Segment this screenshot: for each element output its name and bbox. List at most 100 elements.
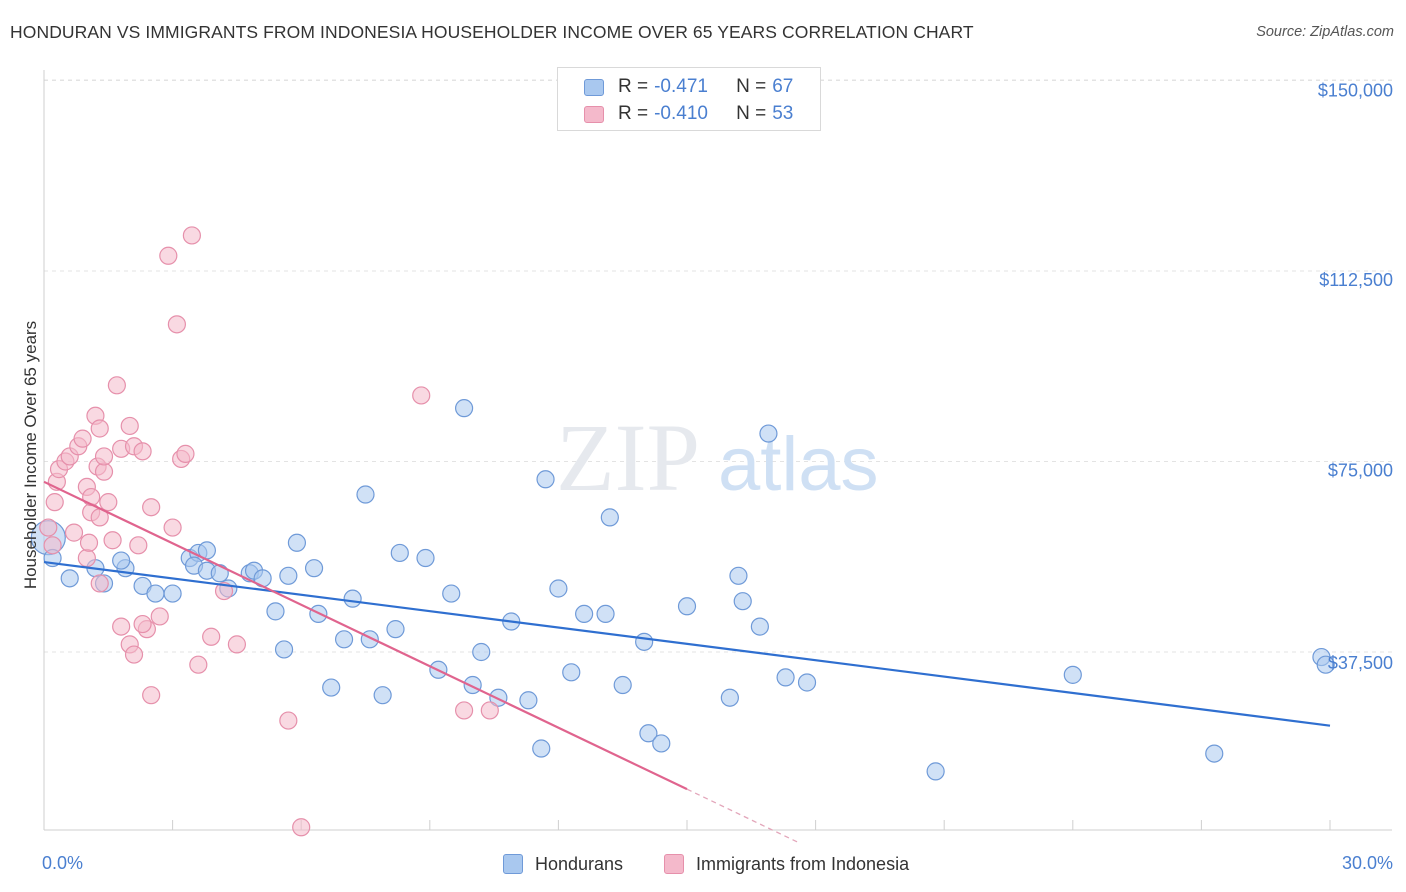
data-point	[60, 569, 79, 588]
x-tick-label-max: 30.0%	[1342, 853, 1393, 873]
data-point	[639, 724, 658, 743]
data-point	[142, 686, 161, 705]
data-point	[729, 566, 748, 585]
legend-row-hondurans: R = -0.471 N = 67	[584, 74, 793, 100]
data-point	[600, 508, 619, 527]
data-point	[133, 442, 152, 461]
data-point	[279, 566, 298, 585]
data-point	[480, 701, 499, 720]
data-point	[652, 734, 671, 753]
data-point	[202, 627, 221, 646]
data-point	[133, 614, 152, 634]
data-point	[536, 470, 555, 489]
y-tick-label: $37,500	[1328, 653, 1393, 673]
data-point	[386, 620, 405, 639]
data-point	[1205, 744, 1224, 763]
watermark: ZIP atlas	[556, 404, 879, 511]
legend-swatch-blue	[584, 78, 604, 96]
source-label: Source: ZipAtlas.com	[1256, 24, 1394, 40]
data-point	[94, 462, 114, 481]
data-point	[454, 701, 474, 720]
data-point	[90, 419, 109, 438]
data-point	[322, 678, 341, 697]
data-point	[107, 376, 126, 395]
bottom-legend-swatch-pink	[664, 854, 684, 874]
legend-r-value: -0.471	[654, 76, 708, 97]
bottom-legend-label: Immigrants from Indonesia	[696, 853, 910, 874]
data-point	[356, 485, 375, 504]
data-point	[77, 548, 96, 568]
data-point	[596, 604, 615, 624]
y-tick-label: $75,000	[1328, 461, 1393, 481]
data-point	[549, 579, 568, 598]
data-point	[613, 675, 632, 695]
y-axis-label: Householder Income Over 65 years	[21, 321, 40, 589]
data-point	[677, 597, 697, 616]
data-point	[64, 523, 84, 542]
legend-n-value: 67	[772, 76, 794, 97]
trend-line-indonesia	[43, 480, 688, 791]
data-point	[124, 645, 144, 664]
data-point	[390, 543, 409, 563]
data-point	[343, 589, 362, 608]
correlation-legend: R = -0.471 N = 67 R = -0.410 N = 53	[557, 67, 821, 131]
data-point	[454, 399, 474, 418]
data-point	[227, 635, 246, 654]
indonesia-points	[39, 226, 499, 837]
data-point	[214, 581, 234, 601]
data-point	[759, 424, 778, 443]
legend-n-label: N =	[736, 103, 767, 124]
y-tick-labels: $150,000 $112,500 $75,000 $37,500	[1318, 81, 1393, 674]
data-point	[129, 536, 148, 555]
data-point	[532, 739, 551, 758]
data-point	[720, 688, 739, 707]
data-point	[99, 493, 118, 512]
data-point	[287, 533, 307, 552]
data-point	[635, 632, 654, 651]
data-point	[163, 518, 182, 537]
chart-title: HONDURAN VS IMMIGRANTS FROM INDONESIA HO…	[10, 22, 974, 42]
legend-n-label: N =	[736, 76, 767, 97]
data-point	[112, 617, 131, 636]
trend-line-hondurans	[43, 560, 1331, 727]
bottom-legend-indonesia: Immigrants from Indonesia	[664, 852, 909, 876]
x-tick-label-min: 0.0%	[42, 853, 83, 873]
legend-r-label: R =	[618, 76, 649, 97]
legend-n-value: 53	[772, 103, 794, 124]
bottom-legend-swatch-blue	[503, 854, 523, 874]
data-point	[575, 604, 594, 624]
data-point	[150, 607, 169, 626]
data-point	[442, 584, 461, 603]
data-point	[94, 447, 114, 466]
legend-row-indonesia: R = -0.410 N = 53	[584, 101, 793, 127]
data-point	[146, 584, 165, 603]
watermark-zip: ZIP	[556, 404, 700, 511]
data-point	[73, 429, 92, 448]
bottom-legend-hondurans: Hondurans	[503, 852, 623, 876]
data-point	[120, 416, 139, 436]
legend-r-label: R =	[618, 103, 649, 124]
x-tick-labels: 0.0% 30.0%	[42, 853, 1393, 873]
data-point	[210, 564, 229, 583]
data-point	[304, 559, 324, 578]
data-point	[43, 536, 62, 555]
data-point	[79, 533, 99, 552]
data-point	[416, 548, 435, 568]
data-point	[373, 686, 392, 705]
data-point	[45, 493, 64, 512]
legend-swatch-pink	[584, 105, 604, 123]
data-point	[519, 691, 538, 710]
data-point	[182, 226, 201, 245]
data-point	[292, 818, 311, 837]
legend-r-value: -0.410	[654, 103, 708, 124]
data-point	[167, 315, 186, 334]
data-point	[733, 592, 752, 611]
data-point	[472, 642, 491, 662]
watermark-atlas: atlas	[718, 422, 879, 507]
data-point	[159, 246, 178, 265]
data-point	[266, 602, 285, 621]
data-point	[103, 531, 122, 550]
data-point	[176, 444, 195, 463]
bottom-legend-label: Hondurans	[535, 853, 624, 874]
